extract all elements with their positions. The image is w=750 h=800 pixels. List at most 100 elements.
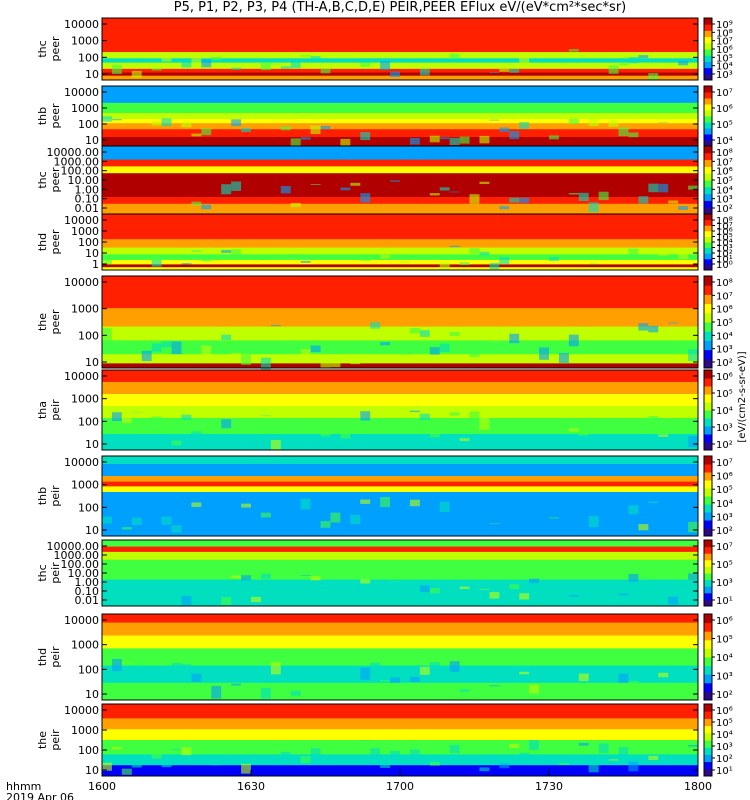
spectrogram-cell-tha-peer-5	[151, 68, 162, 71]
spectrogram-band-thb-peer-2	[102, 113, 698, 120]
spectrogram-cell-the-peer-5	[151, 343, 162, 352]
spectrogram-cell-thb-peir-21	[310, 526, 321, 534]
spectrogram-cell-thc-peir-31	[409, 597, 420, 600]
spectrogram-cell-tha-peer-42	[519, 56, 530, 64]
spectrogram-cell-the-peer-14	[241, 354, 251, 365]
xtick-label-4: 1800	[684, 780, 712, 793]
spectrogram-band-thd-peer-4	[102, 254, 698, 261]
spectrogram-cell-thd-peer-10	[201, 254, 212, 262]
spectrogram-cell-tha-peir-17	[270, 439, 281, 450]
colorbar-segment-the-peir-2	[704, 754, 712, 763]
spectrogram-cell-the-peer-41	[509, 333, 520, 344]
colorbar-segment-the-peer-2	[704, 340, 712, 351]
spectrogram-cell-thd-peer-30	[400, 261, 410, 264]
colorbar-segment-thb-peir-2	[704, 512, 712, 521]
colorbar-tick-label-thb-peer-2: 10⁶	[716, 104, 733, 115]
colorbar-segment-tha-peer-6	[704, 36, 712, 44]
spectrogram-cell-thb-peir-59	[688, 521, 698, 533]
colorbar-segment-tha-peer-3	[704, 55, 712, 62]
spectrogram-cell-the-peir-27	[370, 748, 381, 756]
spectrogram-band-thd-peir-0	[102, 614, 698, 624]
spectrogram-cell-thd-peir-27	[370, 662, 381, 669]
ytick-label-the-peir-1: 1000	[71, 724, 99, 737]
spectrogram-cell-the-peir-33	[429, 761, 440, 766]
spectrogram-cell-the-peir-3	[131, 758, 142, 768]
colorbar-segment-the-peer-8	[704, 285, 712, 295]
colorbar-segment-thd-peer-9	[704, 214, 712, 221]
colorbar-segment-thb-peer-3	[704, 122, 712, 129]
spectrogram-cell-thd-peir-56	[658, 672, 669, 678]
spectrogram-band-thd-peir-3	[102, 648, 698, 667]
spectrogram-cell-tha-peir-55	[648, 416, 659, 421]
spectrogram-cell-thc-peir-33	[429, 588, 440, 594]
colorbar-segment-thb-peir-9	[704, 456, 712, 465]
spectrogram-cell-thd-peer-26	[360, 260, 371, 262]
colorbar-tick-label-thd-peer-5: 10⁵	[716, 233, 733, 244]
colorbar-tick-label-thc-peir-3: 10⁷	[716, 542, 733, 553]
spectrogram-cell-the-peer-30	[400, 353, 410, 355]
colorbar-segment-thc-peer-4	[704, 180, 712, 188]
colorbar-tick-label-thb-peir-4: 10⁶	[716, 472, 733, 483]
spectrogram-band-tha-peir-5	[102, 434, 698, 451]
spectrogram-cell-tha-peer-6	[161, 54, 172, 62]
spectrogram-band-thb-peer-1	[102, 102, 698, 114]
colorbar-tick-label-thb-peer-0: 10⁴	[716, 136, 733, 147]
ytick-label-tha-peer-2: 100	[78, 51, 99, 64]
spectrogram-cell-tha-peir-25	[350, 439, 361, 444]
colorbar-tick-label-the-peer-5: 10⁷	[716, 291, 733, 302]
spectrogram-cell-tha-peer-10	[201, 59, 212, 68]
panel-frame-thb-peir	[101, 455, 699, 537]
spectrogram-cell-tha-peir-5	[151, 416, 162, 422]
colorbar-segment-tha-peer-8	[704, 24, 712, 31]
colorbar-segment-thc-peir-9	[704, 540, 712, 548]
colorbar-segment-tha-peer-5	[704, 42, 712, 50]
spectrogram-band-thc-peer-2	[102, 166, 698, 174]
spectrogram-band-thb-peir-5	[102, 492, 698, 537]
ytick-label-thb-peir-2: 100	[78, 501, 99, 514]
spectrogram-cell-tha-peer-58	[678, 60, 689, 66]
spectrogram-cell-the-peir-52	[618, 747, 629, 756]
spectrogram-cell-thc-peer-58	[678, 206, 689, 210]
colorbar-tick-label-thc-peer-4: 10⁶	[716, 167, 733, 178]
spectrogram-band-the-peer-2	[102, 326, 698, 341]
spectrogram-cell-the-peer-22	[320, 357, 331, 368]
spectrogram-cell-thc-peir-4	[141, 581, 152, 586]
spectrogram-band-tha-peer-0	[102, 18, 698, 30]
spectrogram-cell-thc-peir-21	[310, 576, 321, 581]
spectrogram-cell-thd-peir-29	[390, 677, 400, 683]
colorbar-tick-label-tha-peir-1: 10³	[716, 423, 733, 434]
spectrogram-cell-thd-peer-8	[181, 263, 192, 265]
colorbar-tick-label-thd-peer-2: 10²	[716, 249, 733, 260]
colorbar-tick-label-the-peer-6: 10⁸	[716, 278, 733, 289]
colorbar-tick-label-tha-peer-5: 10⁸	[716, 28, 733, 39]
spectrogram-cell-the-peir-49	[588, 764, 599, 773]
ytick-label-thc-peer-1: 1000.00	[54, 155, 100, 168]
spectrogram-cell-thc-peer-59	[688, 185, 698, 190]
spectrogram-cell-the-peer-59	[688, 349, 698, 361]
colorbar-segment-the-peer-0	[704, 358, 712, 369]
colorbar-segment-thd-peer-2	[704, 253, 712, 260]
colorbar-tick-label-thc-peir-0: 10¹	[716, 596, 733, 607]
spectrogram-cell-tha-peer-21	[310, 56, 321, 59]
spectrogram-cell-thb-peir-49	[588, 515, 599, 528]
spectrogram-cell-the-peer-23	[330, 355, 341, 368]
ytick-label-thb-peir-0: 10000	[64, 456, 99, 469]
spectrogram-cell-thb-peir-41	[509, 507, 520, 509]
spectrogram-cell-thc-peer-37	[469, 194, 480, 204]
colorbar-segment-thb-peir-0	[704, 528, 712, 537]
colorbar-segment-thd-peir-4	[704, 657, 712, 667]
spectrogram-cell-tha-peir-59	[688, 435, 698, 448]
spectrogram-cell-thd-peir-7	[171, 663, 182, 670]
spectrogram-band-thb-peer-5	[102, 129, 698, 138]
spectrogram-band-thb-peir-4	[102, 486, 698, 493]
spectrogram-cell-tha-peir-46	[558, 426, 569, 430]
spectrogram-cell-thd-peir-28	[380, 680, 391, 682]
spectrogram-band-the-peer-4	[102, 354, 698, 364]
spectrogram-cell-the-peir-2	[121, 768, 132, 775]
colorbar-tick-label-thd-peer-1: 10¹	[716, 255, 733, 266]
colorbar-segment-thd-peir-0	[704, 691, 712, 701]
spectrogram-cell-the-peir-0	[102, 762, 112, 771]
spectrogram-cell-thd-peir-35	[449, 661, 460, 672]
colorbar-tick-label-the-peer-1: 10³	[716, 345, 733, 356]
spectrogram-cell-tha-peer-26	[360, 62, 371, 67]
